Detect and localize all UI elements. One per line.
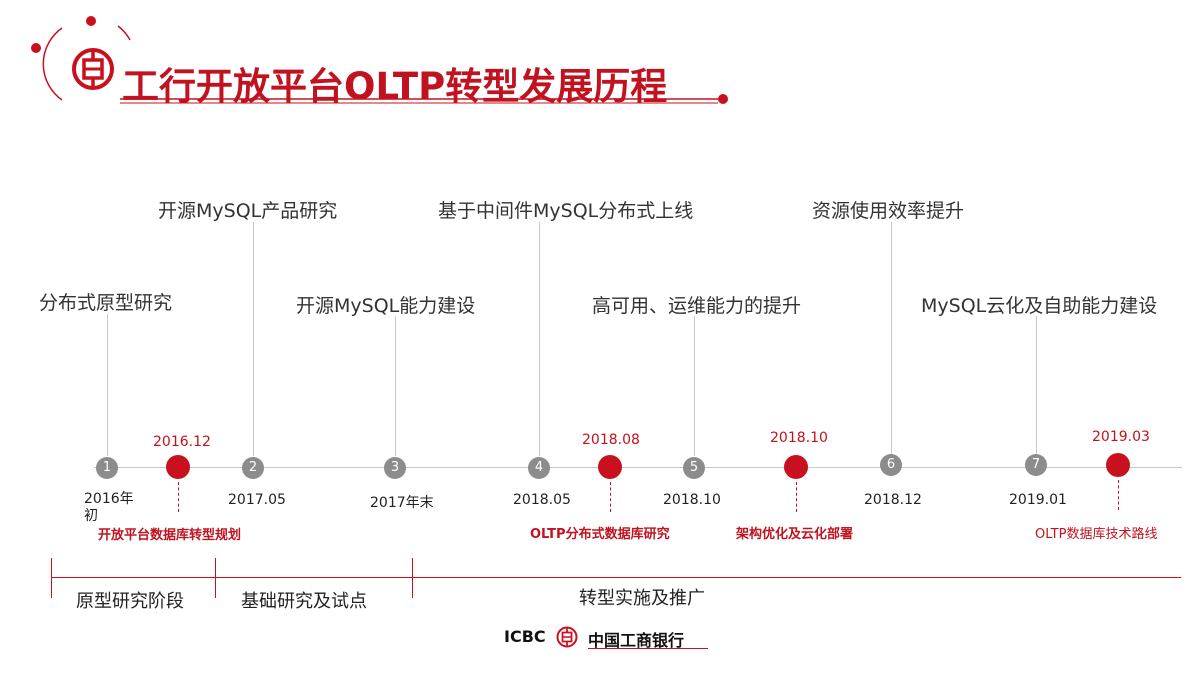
red-event-label-2: OLTP分布式数据库研究 (530, 527, 670, 542)
red-event-label-1: 开放平台数据库转型规划 (98, 528, 242, 543)
milestone-date-3: 2017年末 (370, 495, 434, 511)
timeline-node-6: 6 (880, 454, 902, 476)
milestone-label-4: 基于中间件MySQL分布式上线 (438, 200, 694, 222)
milestone-date-4: 2018.05 (513, 492, 571, 508)
phase-label-1: 原型研究阶段 (76, 591, 184, 612)
red-event-node-1 (166, 455, 190, 479)
red-event-dash-1 (178, 482, 179, 512)
connector-line (891, 222, 892, 456)
milestone-date-7: 2019.01 (1009, 492, 1067, 508)
milestone-date-6: 2018.12 (864, 492, 922, 508)
timeline-node-1: 1 (96, 457, 118, 479)
milestone-label-6: 资源使用效率提升 (812, 200, 965, 222)
icbc-logo-icon (72, 48, 114, 90)
connector-line (694, 316, 695, 456)
timeline-node-5: 5 (683, 457, 705, 479)
red-event-dash-4 (1118, 480, 1119, 510)
page-title: 工行开放平台OLTP转型发展历程 (122, 65, 668, 108)
red-event-node-2 (598, 455, 622, 479)
red-event-dash-2 (610, 482, 611, 512)
milestone-label-3: 开源MySQL能力建设 (296, 295, 476, 317)
red-event-label-3: 架构优化及云化部署 (736, 527, 854, 542)
timeline-node-7: 7 (1025, 454, 1047, 476)
connector-line (539, 222, 540, 456)
timeline-node-3: 3 (384, 457, 406, 479)
phase-divider-line (51, 577, 1181, 578)
connector-line (253, 222, 254, 456)
red-event-node-3 (784, 455, 808, 479)
phase-label-2: 基础研究及试点 (241, 591, 367, 612)
red-event-date-1: 2016.12 (153, 434, 211, 450)
milestone-label-5: 高可用、运维能力的提升 (592, 295, 802, 317)
phase-tick (215, 558, 216, 598)
milestone-label-2: 开源MySQL产品研究 (158, 200, 338, 222)
red-event-date-2: 2018.08 (582, 432, 640, 448)
header-decoration (31, 16, 728, 104)
phase-label-3: 转型实施及推广 (579, 588, 705, 609)
timeline-node-4: 4 (528, 457, 550, 479)
footer-bank-name: 中国工商银行 (588, 631, 685, 650)
footer-brand: ICBC (504, 627, 546, 646)
red-event-node-4 (1106, 453, 1130, 477)
red-event-date-4: 2019.03 (1092, 429, 1150, 445)
footer-underline (588, 648, 708, 649)
timeline-axis (94, 467, 1182, 468)
red-event-date-3: 2018.10 (770, 430, 828, 446)
milestone-date-2: 2017.05 (228, 492, 286, 508)
footer-logo-icon (556, 626, 578, 648)
phase-tick (51, 558, 52, 598)
red-event-dash-3 (796, 482, 797, 512)
milestone-label-1: 分布式原型研究 (39, 292, 173, 314)
red-event-label-4: OLTP数据库技术路线 (1035, 527, 1158, 542)
timeline-node-2: 2 (242, 457, 264, 479)
milestone-date-1: 2016年 初 (84, 491, 134, 524)
milestone-date-5: 2018.10 (663, 492, 721, 508)
milestone-label-7: MySQL云化及自助能力建设 (921, 295, 1158, 317)
connector-line (107, 314, 108, 456)
connector-line (395, 316, 396, 456)
connector-line (1036, 316, 1037, 456)
phase-tick (412, 558, 413, 598)
